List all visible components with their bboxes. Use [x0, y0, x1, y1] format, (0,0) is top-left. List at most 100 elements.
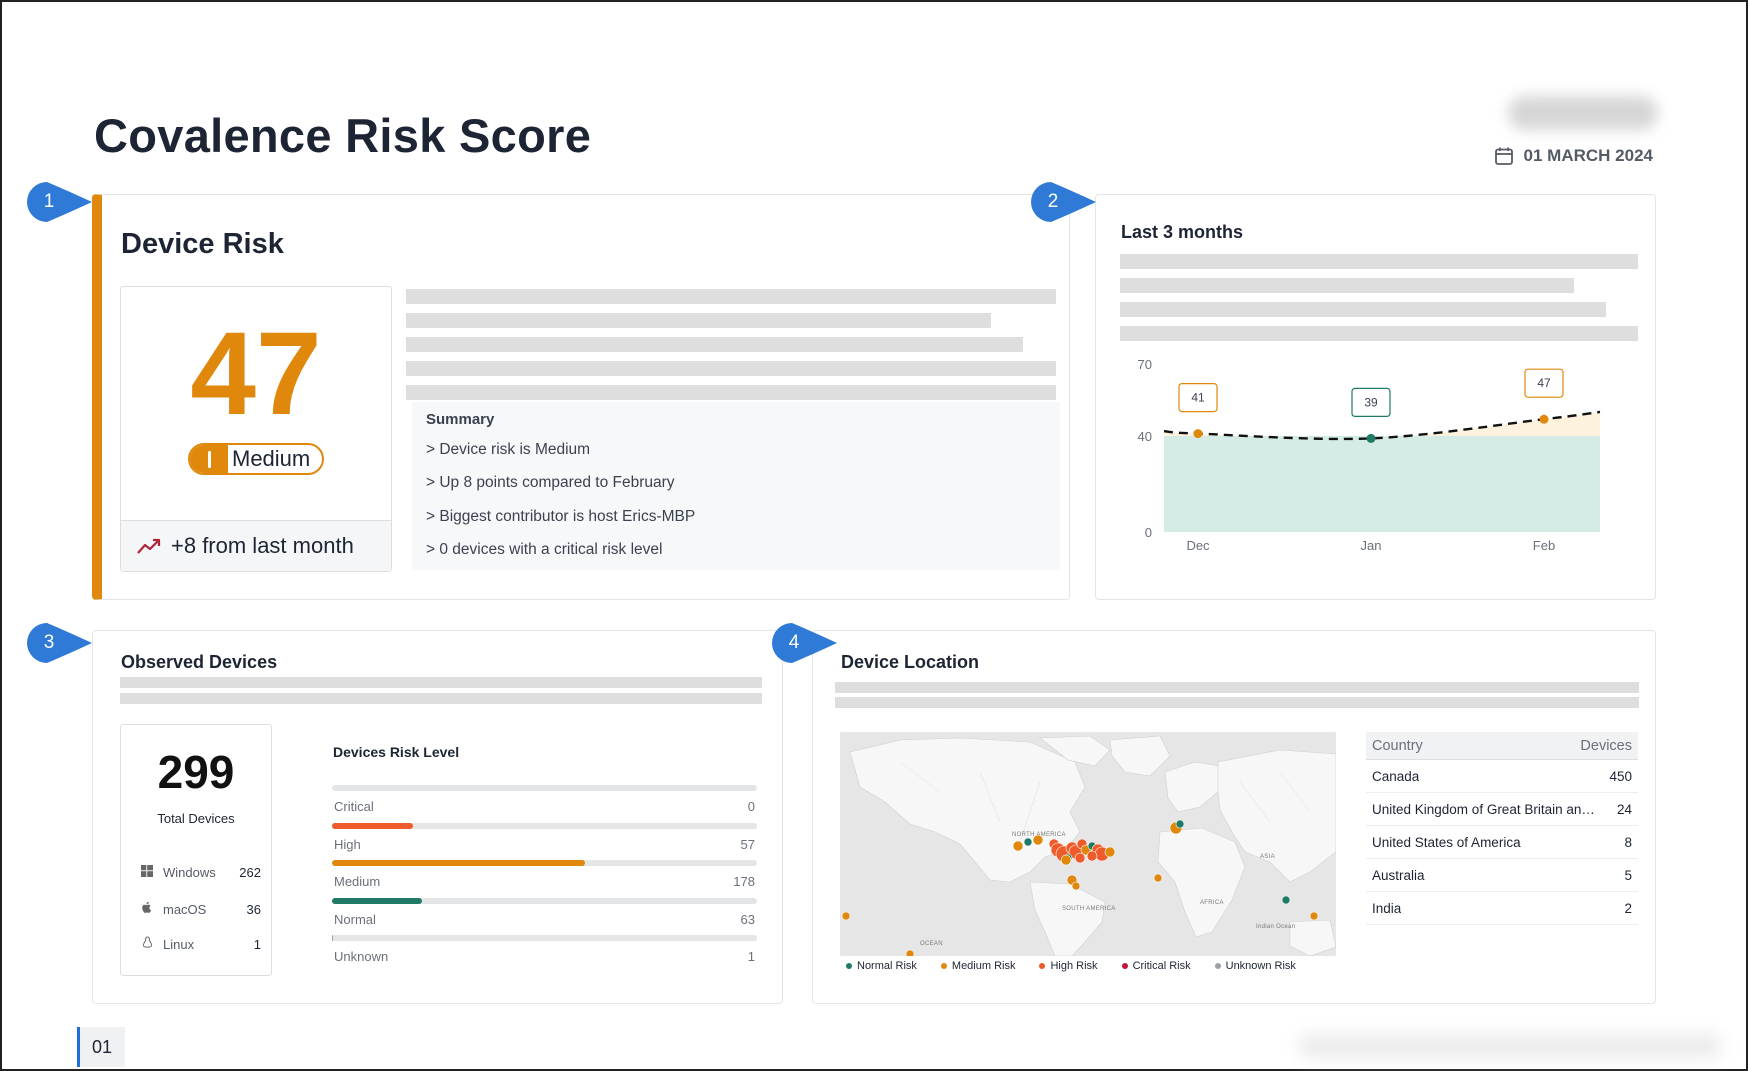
redacted-logo: [1508, 96, 1658, 130]
callout-marker-3: 3: [26, 622, 94, 664]
table-row[interactable]: India 2: [1366, 892, 1638, 925]
redacted-text-line: [406, 289, 1056, 304]
report-date-text: 01 MARCH 2024: [1523, 146, 1653, 165]
risk-trend-chart: 0 40 70 Dec Jan Feb 41 39 47: [1138, 357, 1601, 553]
risk-level-fill: [332, 822, 414, 829]
risk-level-badge-icon: [190, 445, 228, 473]
risk-level-name: Critical: [334, 799, 374, 814]
report-date: 01 MARCH 2024: [1494, 146, 1653, 166]
device-location-dot: [1071, 881, 1081, 891]
observed-devices-card: [92, 630, 783, 1004]
data-label: 41: [1191, 391, 1205, 405]
legend-dot-icon: [1039, 963, 1046, 969]
devices-risk-level-title: Devices Risk Level: [333, 744, 460, 760]
trend-text: +8 from last month: [171, 533, 354, 558]
trend-row: +8 from last month: [121, 520, 391, 571]
redacted-text-line: [120, 693, 762, 704]
risk-level-name: Medium: [334, 874, 381, 889]
risk-level-name: High: [334, 836, 361, 852]
legend-label: Unknown Risk: [1225, 960, 1296, 972]
country-device-count: 24: [1616, 801, 1632, 817]
total-devices-label: Total Devices: [157, 811, 235, 826]
world-map[interactable]: NORTH AMERICA SOUTH AMERICA AFRICA ASIA …: [840, 732, 1336, 956]
legend-dot-icon: [1121, 963, 1128, 969]
risk-level-badge-text: Medium: [232, 446, 311, 471]
table-row[interactable]: Canada 450: [1366, 760, 1638, 793]
y-tick-label: 40: [1138, 429, 1152, 444]
risk-level-count: 57: [740, 836, 755, 852]
risk-level-row-medium: Medium 178: [332, 860, 757, 894]
device-risk-score: 47: [190, 308, 322, 440]
x-tick-label: Jan: [1361, 538, 1382, 553]
country-table-body: Canada 450 United Kingdom of Great Britain…: [1366, 760, 1638, 925]
table-row[interactable]: United Kingdom of Great Britain and Nort…: [1366, 793, 1638, 826]
country-device-count: 2: [1624, 900, 1632, 916]
os-name: macOS: [163, 901, 207, 917]
legend-item: Unknown Risk: [1214, 960, 1296, 972]
os-row-linux: Linux 1: [139, 936, 261, 952]
callout-marker-4: 4: [771, 622, 839, 664]
data-label-box: [1178, 382, 1218, 413]
column-header-devices: Devices: [1580, 737, 1632, 754]
os-row-windows: Windows 262: [139, 865, 261, 880]
data-label: 39: [1364, 395, 1378, 409]
map-label: Indian Ocean: [1256, 924, 1296, 930]
total-devices-count: 299: [157, 746, 235, 798]
device-location-dot: [1175, 819, 1185, 829]
device-location-dot: [1104, 846, 1116, 858]
risk-level-name: Normal: [334, 911, 376, 927]
table-row[interactable]: Australia 5: [1366, 859, 1638, 892]
summary-line: > Up 8 points compared to February: [426, 474, 675, 491]
risk-level-fill: [332, 860, 585, 866]
calendar-icon: [1494, 147, 1513, 165]
y-tick-label: 70: [1138, 357, 1152, 372]
callout-marker-number: 1: [43, 191, 55, 212]
os-name: Windows: [163, 865, 216, 880]
redacted-text-line: [1120, 278, 1574, 293]
device-location-dot: [1074, 852, 1086, 864]
device-location-dot: [1012, 840, 1024, 852]
country-device-count: 450: [1609, 768, 1632, 784]
os-name: Linux: [163, 936, 195, 952]
legend-item: Critical Risk: [1121, 960, 1191, 972]
table-row[interactable]: United States of America 8: [1366, 826, 1638, 859]
risk-level-track: [332, 860, 757, 866]
device-location-dot: [1023, 837, 1033, 847]
risk-level-row-normal: Normal 63: [332, 897, 757, 932]
risk-level-track: [332, 897, 757, 904]
callout-marker-1: 1: [26, 181, 94, 223]
map-device-dots: [841, 819, 1319, 956]
y-tick-label: 0: [1145, 525, 1152, 540]
map-label: SOUTH AMERICA: [1062, 906, 1116, 912]
os-count: 36: [246, 901, 261, 917]
legend-item: High Risk: [1039, 960, 1098, 972]
windows-icon: [139, 865, 155, 880]
device-location-dot: [1153, 873, 1163, 883]
redacted-footer: [1300, 1034, 1720, 1058]
legend-label: High Risk: [1050, 960, 1098, 972]
risk-level-row-critical: Critical 0: [332, 785, 757, 819]
data-label-box: [1351, 387, 1391, 418]
summary-line: > Biggest contributor is host Erics-MBP: [426, 508, 696, 525]
legend-label: Medium Risk: [951, 960, 1016, 972]
risk-level-track: [332, 785, 757, 791]
legend-dot-icon: [1214, 963, 1221, 969]
risk-level-row-high: High 57: [332, 822, 757, 857]
redacted-text-line: [406, 385, 1056, 400]
linux-icon: [139, 936, 155, 952]
total-devices-box: 299 Total Devices: [120, 724, 272, 976]
country-table-header: Country Devices: [1366, 732, 1638, 760]
data-label-box: [1524, 368, 1564, 398]
data-point: [1366, 433, 1376, 443]
legend-item: Medium Risk: [940, 960, 1016, 972]
legend-dot-icon: [940, 963, 947, 969]
legend-dot-icon: [846, 963, 852, 969]
device-location-dot: [1060, 854, 1072, 866]
x-tick-label: Dec: [1186, 538, 1210, 553]
device-location-dot: [1309, 911, 1319, 921]
redacted-text-line: [1120, 302, 1606, 317]
last-3-months-title: Last 3 months: [1121, 222, 1244, 242]
os-row-macos: macOS 36: [139, 901, 261, 917]
device-location-dot: [1086, 850, 1098, 862]
risk-level-fill: [332, 935, 334, 941]
